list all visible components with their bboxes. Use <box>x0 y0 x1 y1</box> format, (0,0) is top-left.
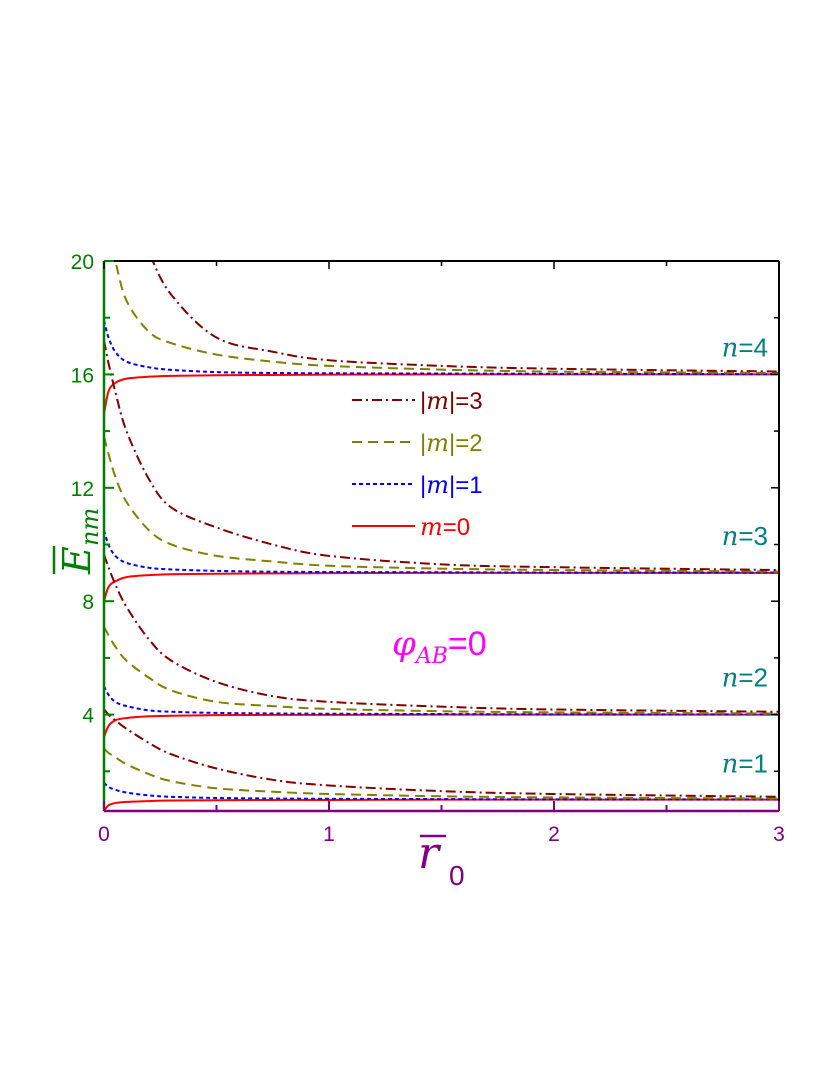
curves <box>104 261 779 811</box>
legend-var: m <box>426 429 449 457</box>
series-line-n2-m1 <box>104 685 779 716</box>
legend-label: |m|=1 <box>420 471 483 499</box>
x-tick-label: 3 <box>773 823 785 846</box>
y-label-base: E <box>55 546 99 575</box>
level-var: n <box>722 664 739 694</box>
level-post: =3 <box>738 521 768 551</box>
x-label-base: r <box>418 828 442 879</box>
y-tick-label: 4 <box>82 705 94 728</box>
y-label-sub: nm <box>76 508 104 546</box>
level-var: n <box>722 522 739 552</box>
legend-label: |m|=2 <box>420 429 483 457</box>
series-line-n3-m0 <box>104 571 779 602</box>
series-line-n1-m1 <box>104 781 779 801</box>
x-label-sub: 0 <box>449 860 465 891</box>
x-tick-label: 0 <box>98 823 110 846</box>
phi-sub: AB <box>414 644 448 669</box>
series-line-n1-m2 <box>104 747 779 800</box>
series-line-n4-m3 <box>151 261 779 373</box>
level-label-n2: n=2 <box>722 663 768 694</box>
level-label-n1: n=1 <box>722 749 768 780</box>
phi-post: =0 <box>448 625 487 663</box>
legend-item-m2: |m|=2 <box>352 429 483 457</box>
y-tick-label: 12 <box>71 478 94 501</box>
series-line-n3-m2 <box>104 436 779 573</box>
legend-var: m <box>420 513 443 541</box>
legend-item-m3: |m|=3 <box>352 387 483 415</box>
legend-post: |=1 <box>449 472 483 499</box>
legend-item-m1: |m|=1 <box>352 471 483 499</box>
x-tick-label: 2 <box>548 823 560 846</box>
series-line-n1-m3 <box>104 708 779 798</box>
level-var: n <box>722 333 739 363</box>
legend-item-m0: m=0 <box>352 513 470 541</box>
x-tick-label: 1 <box>323 823 335 846</box>
level-label-n4: n=4 <box>722 332 768 363</box>
phi-annotation: φAB=0 <box>392 624 487 669</box>
legend-pre: | <box>420 472 426 499</box>
legend-var: m <box>426 471 449 499</box>
series-line-n2-m2 <box>104 626 779 715</box>
legend-post: =0 <box>443 514 470 541</box>
legend-pre: | <box>420 388 426 415</box>
y-axis-label: Enm <box>52 508 104 575</box>
series-line-n2-m0 <box>104 713 779 738</box>
legend-var: m <box>426 387 449 415</box>
legend-pre: | <box>420 430 426 457</box>
y-tick-label: 16 <box>71 364 94 387</box>
legend-post: |=2 <box>449 430 483 457</box>
series-line-n4-m2 <box>114 261 779 374</box>
series-line-n3-m1 <box>104 530 779 574</box>
series-line-n2-m3 <box>104 554 779 713</box>
y-tick-label: 8 <box>82 591 94 614</box>
phi-symbol: φ <box>392 624 416 664</box>
level-label-n3: n=3 <box>722 521 768 552</box>
legend-label: m=0 <box>420 513 470 541</box>
y-tick-label: 20 <box>71 251 94 274</box>
level-post: =1 <box>738 749 768 779</box>
level-post: =4 <box>738 332 768 362</box>
level-post: =2 <box>738 663 768 693</box>
axes <box>102 260 780 813</box>
level-var: n <box>722 750 739 780</box>
legend-post: |=3 <box>449 388 483 415</box>
legend-label: |m|=3 <box>420 387 483 415</box>
